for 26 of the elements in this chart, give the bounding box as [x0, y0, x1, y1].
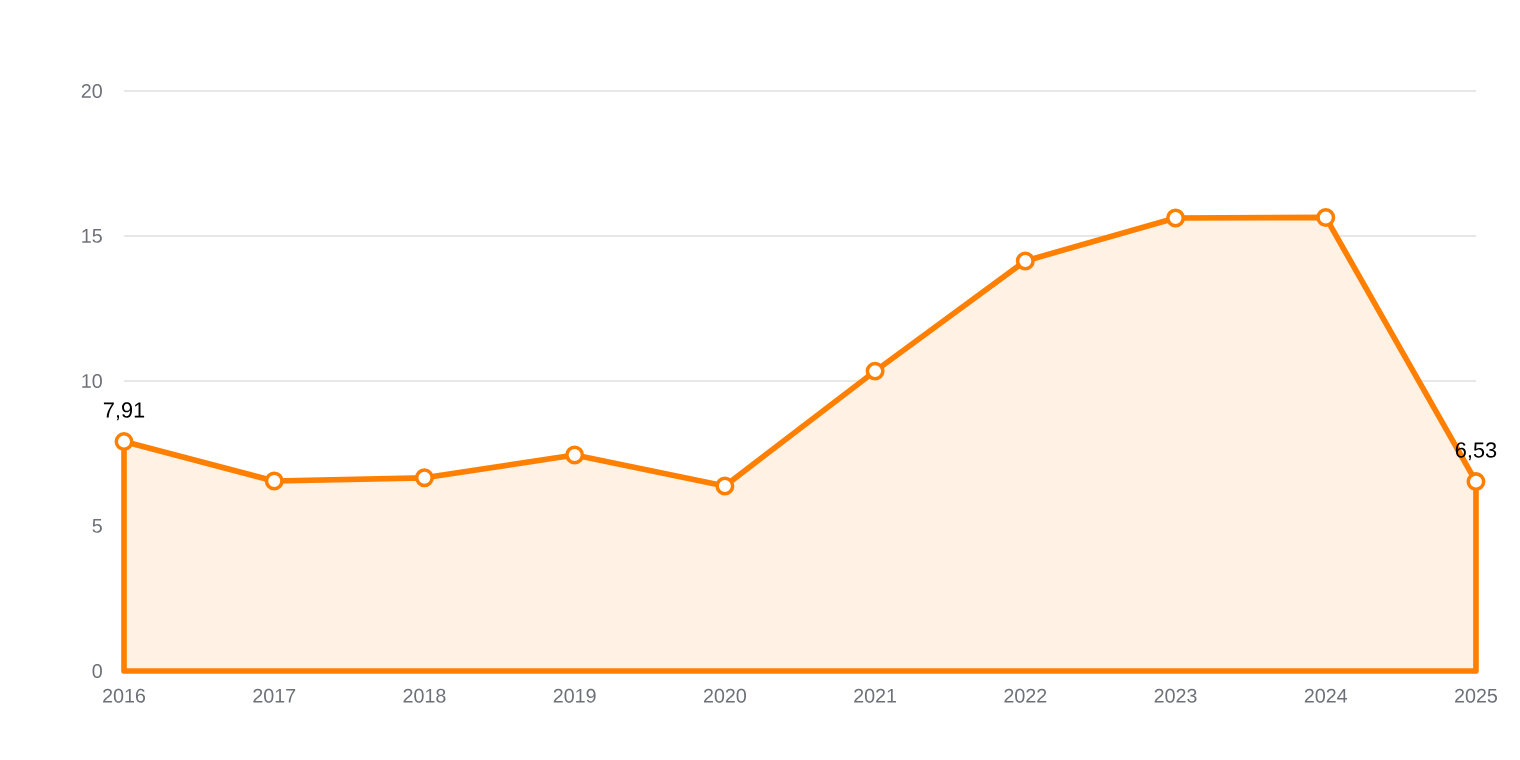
x-tick-label: 2018	[403, 688, 446, 703]
point	[114, 432, 134, 452]
y-tick-label: 15	[82, 229, 102, 243]
x-tick-label: 2016	[103, 688, 146, 703]
point	[715, 476, 735, 496]
x-tick-label: 2023	[1154, 688, 1197, 703]
x-tick-label: 2021	[854, 688, 897, 703]
x-tick-label: 2025	[1455, 688, 1498, 703]
data-label: 7,91	[103, 402, 145, 421]
point	[1015, 251, 1035, 271]
point	[264, 471, 284, 491]
y-tick-label: 20	[81, 84, 102, 98]
y-tick-label: 10	[82, 374, 102, 388]
x-tick-label: 2022	[1004, 688, 1047, 703]
x-tick-label: 2017	[253, 688, 296, 703]
x-tick-label: 2020	[703, 688, 747, 703]
y-tick-label: 5	[92, 519, 102, 533]
point	[414, 468, 434, 488]
x-tick-label: 2024	[1304, 688, 1348, 703]
point	[1316, 207, 1336, 227]
x-tick-label: 2019	[553, 688, 596, 703]
point	[865, 361, 885, 381]
point	[565, 445, 585, 465]
point	[1166, 208, 1186, 228]
y-tick-label: 0	[92, 664, 102, 678]
point	[1466, 472, 1486, 492]
